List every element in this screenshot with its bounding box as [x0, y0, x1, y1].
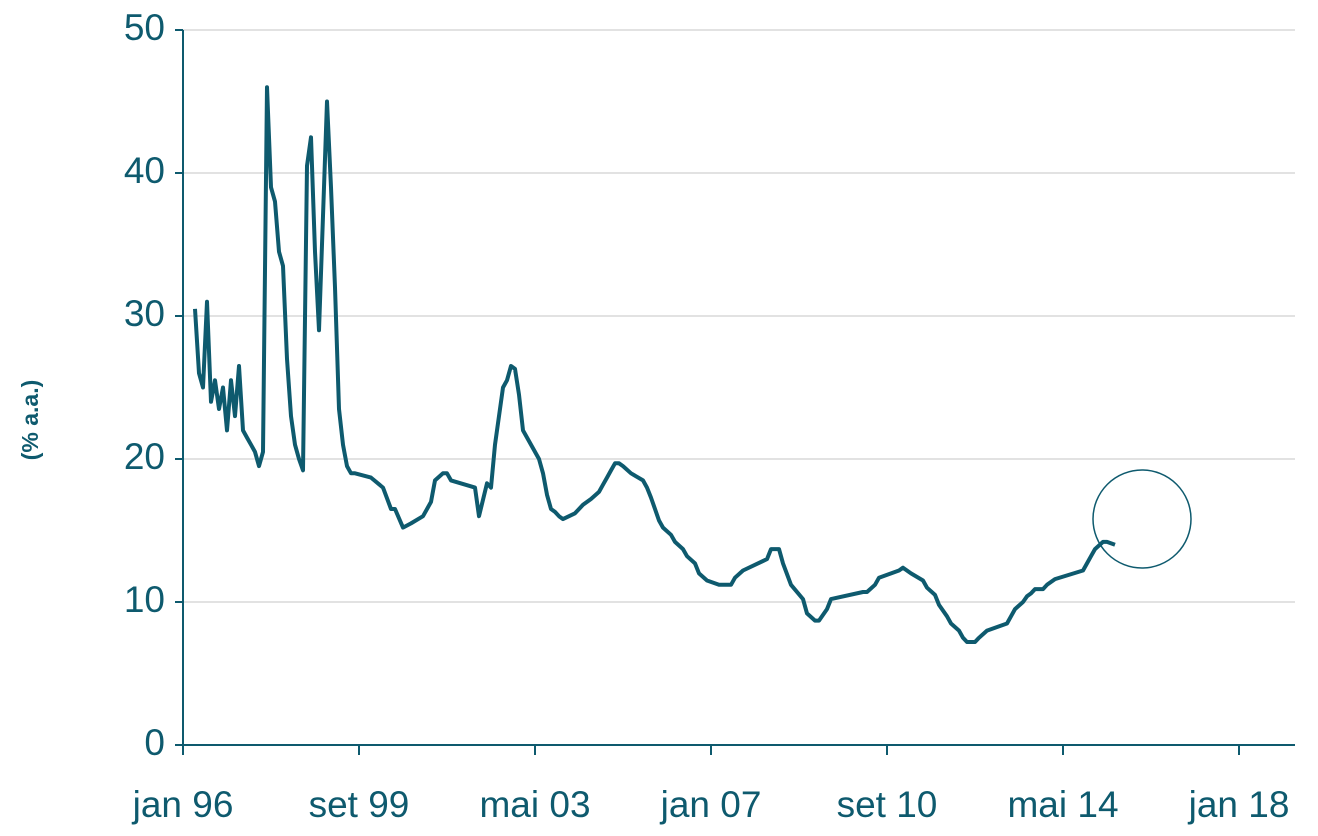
x-tick-label: jan 96 [132, 784, 234, 825]
x-tick-label: jan 07 [660, 784, 762, 825]
y-tick-label: 50 [124, 7, 165, 48]
y-tick-label: 40 [124, 150, 165, 191]
x-tick-label: set 10 [837, 784, 938, 825]
x-tick-label: mai 14 [1007, 784, 1118, 825]
y-tick-label: 30 [124, 293, 165, 334]
data-line [193, 85, 1116, 644]
x-tick-label: jan 18 [1188, 784, 1290, 825]
y-axis-label: (% a.a.) [17, 380, 43, 461]
x-tick-label: set 99 [309, 784, 410, 825]
x-tick-label: mai 03 [479, 784, 590, 825]
highlight-circle [1092, 469, 1192, 569]
y-tick-label: 0 [144, 722, 165, 763]
y-tick-label: 10 [124, 579, 165, 620]
y-tick-label: 20 [124, 436, 165, 477]
